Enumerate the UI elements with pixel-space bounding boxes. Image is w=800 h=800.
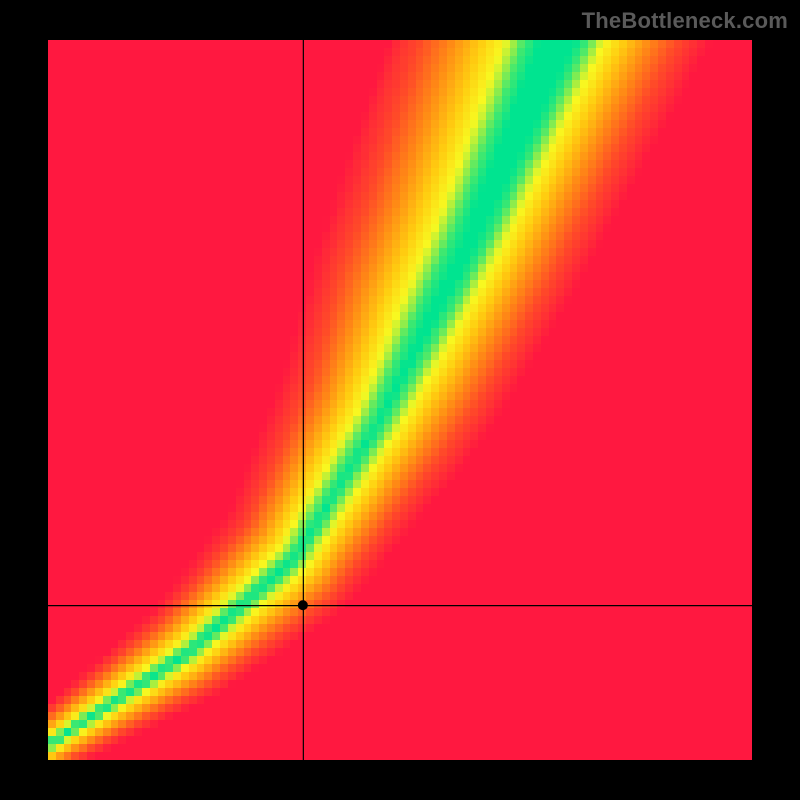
attribution-text: TheBottleneck.com xyxy=(582,8,788,34)
bottleneck-heatmap xyxy=(0,0,800,800)
chart-container: { "attribution": "TheBottleneck.com", "c… xyxy=(0,0,800,800)
